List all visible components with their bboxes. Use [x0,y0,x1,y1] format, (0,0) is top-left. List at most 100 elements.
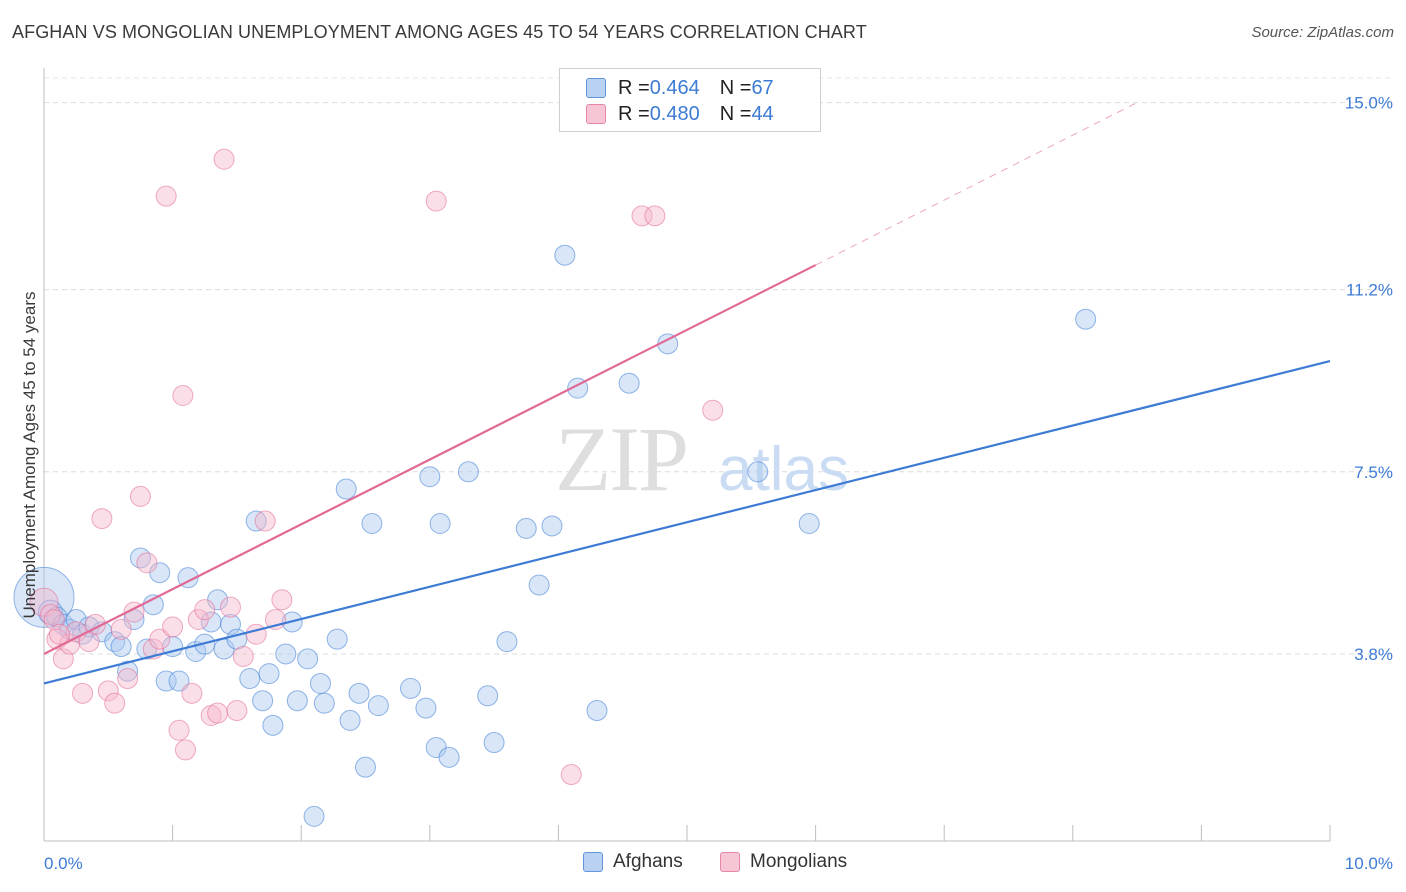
y-tick-label: 11.2% [1346,281,1393,300]
point-afghans [309,672,331,694]
point-mongolians [207,702,229,724]
point-mongolians [271,589,293,611]
point-mongolians [172,385,194,407]
legend-swatch-mongolians [586,104,606,124]
point-mongolians [213,148,235,170]
point-mongolians [97,680,119,702]
point-afghans [415,697,437,719]
y-axis-label: Unemployment Among Ages 45 to 54 years [20,291,39,619]
tick-labels: 3.8% 7.5% 11.2% 15.0% 0.0% 10.0% [44,94,1393,873]
point-afghans [313,692,335,714]
point-mongolians [232,645,254,667]
point-mongolians [136,552,158,574]
point-afghans [168,670,190,692]
point-afghans [297,648,319,670]
point-afghans [258,663,280,685]
y-tick-label: 3.8% [1354,645,1393,664]
point-afghans [541,515,563,537]
point-afghans [361,512,383,534]
point-afghans [367,695,389,717]
point-mongolians [91,508,113,530]
legend-r-label: R = [618,102,650,125]
point-afghans [483,732,505,754]
legend-swatch-afghans [586,78,606,98]
point-afghans [326,628,348,650]
point-mongolians [631,205,653,227]
point-mongolians [72,682,94,704]
point-afghans [286,690,308,712]
point-afghans [339,709,361,731]
bottom-legend-mongolians: Mongolians [720,851,847,873]
point-afghans [335,478,357,500]
point-mongolians [560,764,582,786]
point-afghans [419,466,441,488]
legend-n-label: N = [719,102,752,125]
point-afghans [618,372,640,394]
point-mongolians [129,485,151,507]
point-afghans [110,636,132,658]
point-afghans [457,461,479,483]
legend-row-afghans: R = 0.464 N = 67 [586,76,774,100]
point-afghans [400,677,422,699]
legend: R = 0.464 N = 67 R = 0.480 N = 44 [559,68,821,132]
point-afghans [252,690,274,712]
point-mongolians [644,205,666,227]
point-mongolians [155,185,177,207]
point-mongolians [174,739,196,761]
point-afghans [515,517,537,539]
trend-lines [43,102,1331,685]
point-mongolians [104,692,126,714]
point-afghans [496,631,518,653]
bottom-legend: Afghans Mongolians [0,851,1406,877]
point-afghans [275,643,297,665]
point-mongolians [29,587,59,617]
trend-extension-mongolians [815,102,1138,266]
point-afghans [155,670,177,692]
legend-n-value: 44 [751,102,774,125]
point-mongolians [226,700,248,722]
bottom-legend-afghans: Afghans [583,851,683,873]
legend-r-label: R = [618,76,650,99]
watermark: ZIP atlas [555,408,849,510]
data-points [13,148,1097,827]
point-afghans [303,805,325,827]
point-mongolians [702,399,724,421]
point-mongolians [149,628,171,650]
y-tick-label: 7.5% [1354,463,1393,482]
point-afghans [528,574,550,596]
legend-n-value: 67 [751,76,774,99]
point-afghans [355,756,376,778]
watermark-atlas: atlas [718,435,849,504]
point-afghans [262,714,284,736]
point-mongolians [110,618,132,640]
point-afghans [348,682,370,704]
point-afghans [117,660,139,682]
x-tick-label-end: 10.0% [1345,854,1393,873]
legend-r-value: 0.480 [649,102,700,125]
legend-n-label: N = [719,76,752,99]
point-mongolians [168,719,190,741]
watermark-zip: ZIP [555,408,687,510]
trend-line-afghans [43,359,1331,685]
point-afghans [1075,308,1097,330]
point-mongolians [162,616,184,638]
point-mongolians [181,682,203,704]
point-afghans [477,685,499,707]
source-credit: Source: ZipAtlas.com [1251,24,1394,41]
point-mongolians [245,623,267,645]
point-mongolians [425,190,447,212]
point-mongolians [48,623,70,645]
legend-r-value: 0.464 [649,76,700,99]
bottom-legend-label: Mongolians [750,851,848,872]
point-afghans [429,512,451,534]
chart-title: AFGHAN VS MONGOLIAN UNEMPLOYMENT AMONG A… [12,22,867,42]
y-tick-label: 15.0% [1345,94,1393,113]
x-tick-label-start: 0.0% [44,854,83,873]
bottom-legend-swatch-mongolians [720,852,740,872]
grid-lines [44,77,1392,655]
point-afghans [554,244,576,266]
bottom-legend-swatch-afghans [583,852,603,872]
point-afghans [747,461,769,483]
point-mongolians [194,599,216,621]
